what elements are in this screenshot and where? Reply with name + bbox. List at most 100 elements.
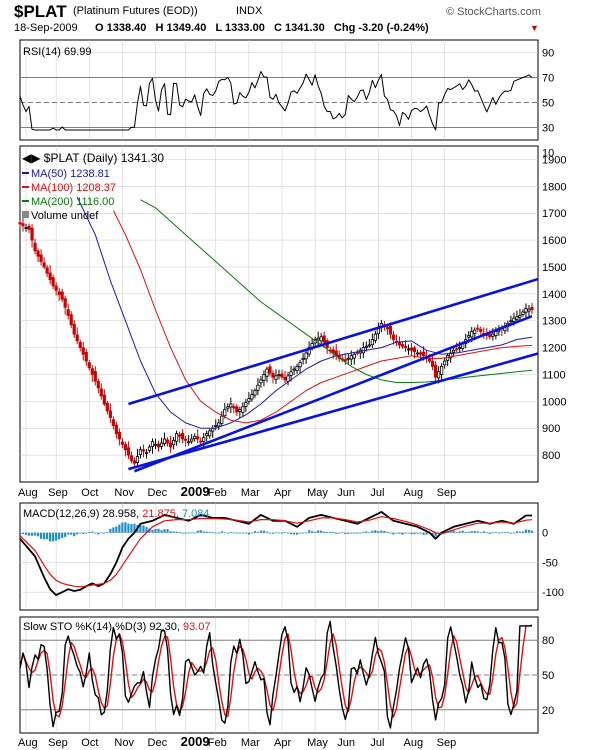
candle-body xyxy=(400,344,405,347)
candle-body xyxy=(138,449,143,456)
candle-body xyxy=(220,415,224,424)
candle-body xyxy=(250,394,254,400)
candle-body xyxy=(159,442,164,447)
macd-histogram-bar xyxy=(169,531,172,533)
candle-body xyxy=(162,438,167,445)
x-tick-label: Sep xyxy=(48,737,68,749)
macd-histogram-bar xyxy=(55,532,58,541)
candle-body xyxy=(518,314,522,318)
candle-body xyxy=(229,403,233,408)
candle-body xyxy=(45,267,49,274)
candle-body xyxy=(108,410,112,418)
macd-histogram-bar xyxy=(145,526,148,533)
macd-histogram-bar xyxy=(419,532,422,534)
candle-body xyxy=(247,398,251,402)
macd-histogram-bar xyxy=(434,532,437,537)
candle-body xyxy=(178,434,182,437)
macd-histogram-bar xyxy=(49,532,52,542)
candle-body xyxy=(376,328,380,335)
macd-histogram-bar xyxy=(464,532,467,533)
macd-histogram-bar xyxy=(407,532,410,534)
candle-body xyxy=(277,374,281,376)
candle-body xyxy=(512,317,516,322)
candle-body xyxy=(515,316,519,320)
x-tick-label: Oct xyxy=(81,737,98,749)
macd-histogram-bar xyxy=(386,531,389,533)
macd-histogram-bar xyxy=(27,532,31,536)
candle-body xyxy=(364,345,368,348)
macd-histogram-bar xyxy=(317,530,320,533)
y-tick-label: 1400 xyxy=(542,289,566,301)
candle-body xyxy=(199,440,203,443)
candle-body xyxy=(295,366,299,372)
symbol-name: (Platinum Futures (EOD)) xyxy=(73,5,198,17)
macd-histogram-bar xyxy=(127,523,130,533)
candle-body xyxy=(96,380,100,389)
candle-body xyxy=(437,371,441,379)
candle-body xyxy=(262,374,266,381)
x-tick-label: Feb xyxy=(208,487,227,499)
candle-body xyxy=(63,298,67,308)
y-tick-label: 50 xyxy=(542,670,554,682)
candle-body xyxy=(443,360,447,366)
y-tick-label: 90 xyxy=(542,48,554,60)
candle-body xyxy=(373,333,377,341)
macd-histogram-bar xyxy=(362,531,365,533)
candle-body xyxy=(72,323,76,335)
stochastic-k-line xyxy=(19,620,532,729)
macd-histogram-bar xyxy=(425,532,428,535)
macd-histogram-bar xyxy=(274,532,278,534)
macd-histogram-bar xyxy=(350,532,353,534)
macd-histogram-bar xyxy=(482,531,485,533)
macd-histogram-bar xyxy=(365,531,368,533)
macd-histogram-bar xyxy=(247,532,250,535)
candle-body xyxy=(99,388,103,397)
candle-body xyxy=(90,368,94,375)
macd-histogram-bar xyxy=(404,532,407,534)
macd-histogram-bar xyxy=(512,532,516,534)
macd-histogram-bar xyxy=(470,531,473,533)
candle-body xyxy=(530,306,534,311)
y-tick-label: 1500 xyxy=(542,262,566,274)
candle-body xyxy=(57,291,61,296)
candle-body xyxy=(244,402,248,407)
panel-frame xyxy=(19,39,539,141)
x-tick-label: Feb xyxy=(208,737,227,749)
macd-histogram-bar xyxy=(217,532,220,534)
candle-body xyxy=(470,331,474,338)
candle-body xyxy=(51,277,55,287)
y-tick-label: 1800 xyxy=(542,181,566,193)
macd-histogram-bar xyxy=(500,532,503,534)
macd-histogram-bar xyxy=(36,532,40,537)
macd-histogram-bar xyxy=(196,530,199,533)
macd-histogram-bar xyxy=(416,532,419,534)
candle-body xyxy=(430,361,435,367)
candle-body xyxy=(117,431,121,440)
macd-histogram-bar xyxy=(190,532,193,534)
macd-histogram-bar xyxy=(172,531,175,533)
candle-body xyxy=(292,368,296,371)
candle-body xyxy=(527,308,531,312)
candle-body xyxy=(415,352,420,355)
candle-body xyxy=(385,326,390,330)
y-tick-label: 10 xyxy=(542,148,554,160)
candle-body xyxy=(168,442,173,448)
macd-histogram-bar xyxy=(488,532,491,534)
x-tick-label: Jun xyxy=(337,737,355,749)
macd-histogram-bar xyxy=(494,532,497,534)
macd-histogram-bar xyxy=(181,532,184,534)
macd-histogram-bar xyxy=(118,524,121,533)
macd-histogram-bar xyxy=(46,532,49,540)
macd-histogram-bar xyxy=(106,532,109,533)
macd-histogram-bar xyxy=(21,532,25,535)
macd-histogram-bar xyxy=(24,532,28,535)
trend-channel-line xyxy=(128,352,539,471)
macd-histogram-bar xyxy=(368,532,371,534)
rsi-title: RSI(14) 69.99 xyxy=(23,46,91,58)
candle-body xyxy=(102,394,106,405)
candle-body xyxy=(150,441,155,447)
candle-body xyxy=(370,339,374,346)
candle-body xyxy=(21,223,25,227)
y-tick-label: 20 xyxy=(542,705,554,717)
